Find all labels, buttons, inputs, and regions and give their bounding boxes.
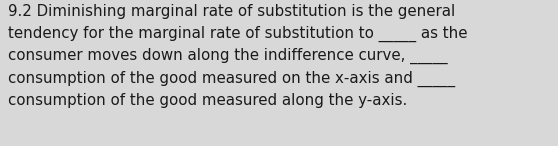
Text: 9.2 Diminishing marginal rate of substitution is the general
tendency for the ma: 9.2 Diminishing marginal rate of substit… [8, 4, 468, 108]
